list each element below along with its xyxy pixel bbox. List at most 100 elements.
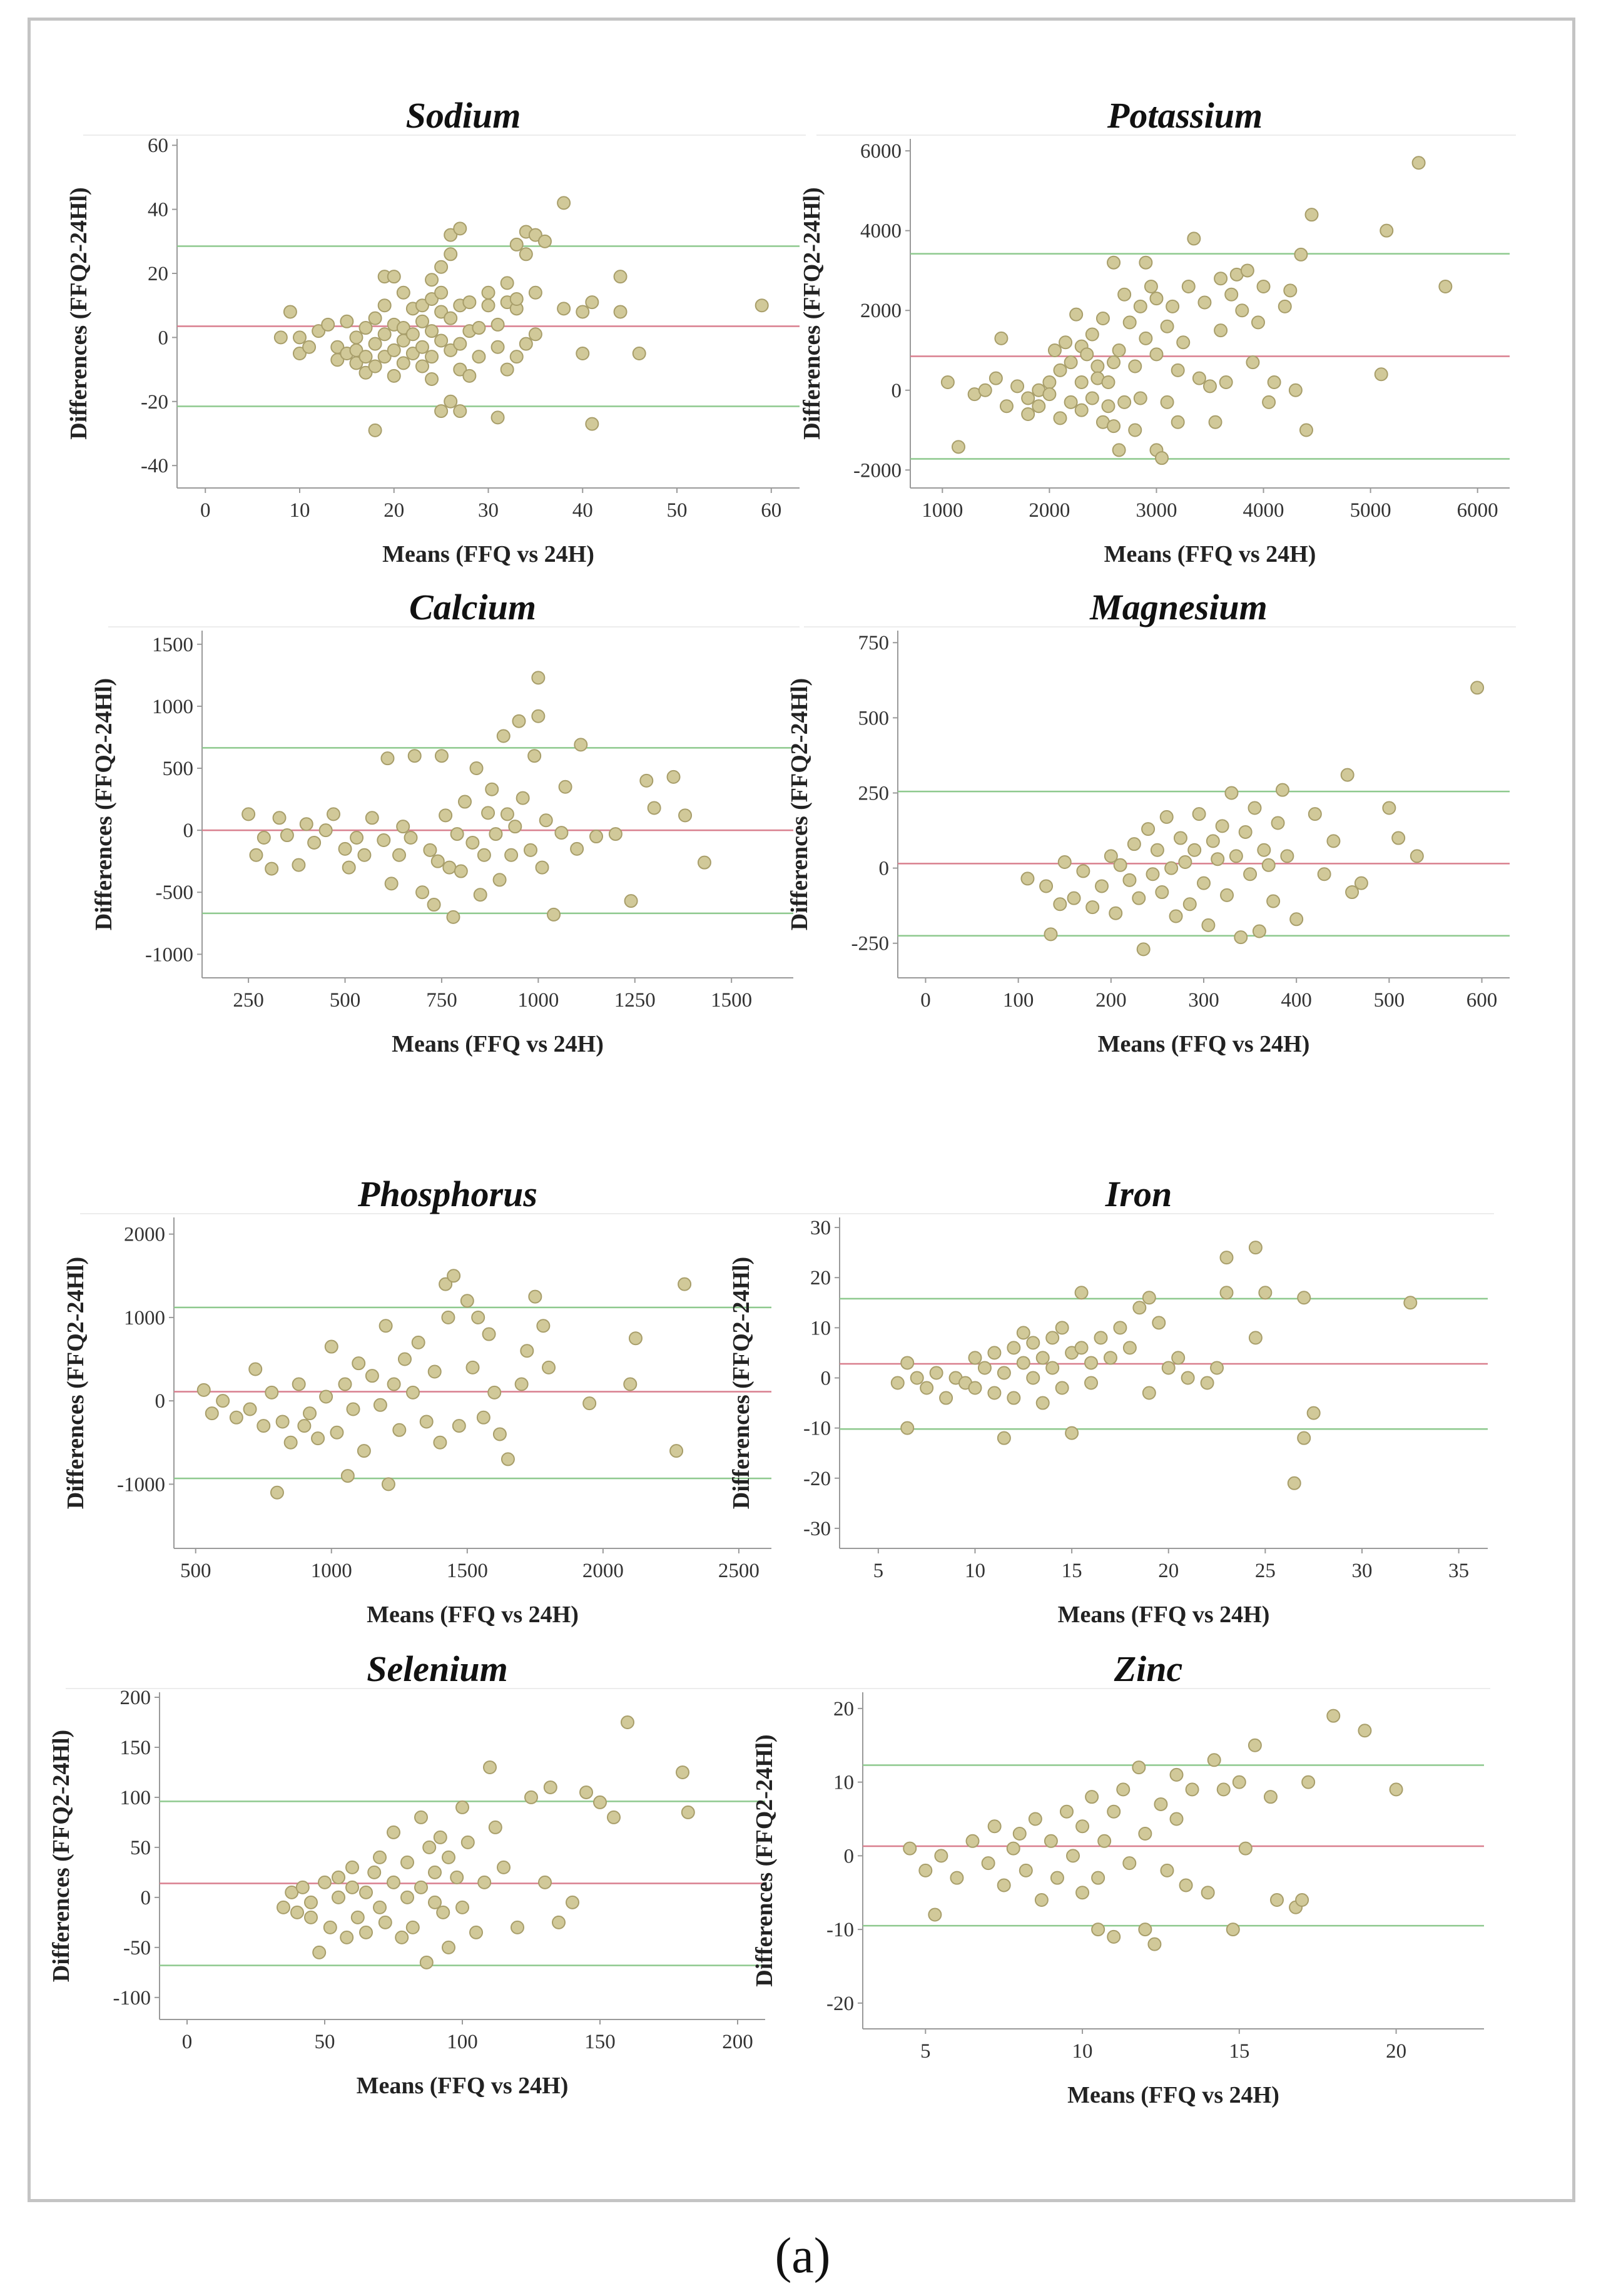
data-point [415,359,429,373]
y-tick-label: 60 [148,135,168,157]
data-point [951,440,965,454]
data-point [1144,279,1158,293]
data-point [1032,399,1046,414]
data-point [428,1895,442,1909]
data-point [547,907,561,922]
data-point [1155,451,1169,465]
data-point [1012,1827,1027,1841]
chart-title: Magnesium [1089,587,1268,627]
y-tick-label: 250 [858,782,890,805]
x-tick-label: 25 [1255,1560,1276,1582]
data-point [934,1849,948,1863]
data-point [1154,1797,1168,1811]
data-point [1019,1863,1033,1877]
x-tick-label: 60 [761,499,781,522]
data-point [1155,885,1169,900]
data-point [442,1940,455,1954]
data-point [516,791,530,805]
y-tick-label: -40 [141,455,168,477]
data-point [377,833,391,847]
y-tick-label: -2000 [853,459,902,482]
data-point [1261,858,1276,872]
data-point [1234,930,1248,945]
data-point [624,894,638,908]
data-point [292,858,306,872]
data-point [400,1890,414,1904]
data-point [1075,1886,1090,1900]
data-point [1178,855,1192,869]
data-point [1016,1326,1030,1340]
data-point [1085,327,1099,342]
x-tick-label: 300 [1188,989,1219,1012]
data-point [1185,1782,1199,1797]
data-point [1215,819,1229,833]
chart-title: Selenium [367,1648,508,1689]
data-point [442,860,457,875]
data-point [1287,1476,1301,1490]
y-tick-label: -30 [803,1518,831,1540]
data-point [531,671,546,685]
data-point [323,1920,337,1934]
data-point [444,228,458,242]
data-point [1252,924,1266,938]
x-tick-label: 35 [1448,1560,1469,1582]
data-point [1280,849,1294,863]
data-point [1146,867,1160,881]
data-point [1020,871,1035,886]
data-point [1080,347,1094,362]
y-tick-label: -20 [803,1468,831,1490]
data-point [1152,1316,1166,1330]
data-point [574,738,588,752]
data-point [1301,1775,1316,1789]
data-point [1136,942,1151,957]
data-point [1210,1361,1224,1375]
x-tick-label: 40 [572,499,593,522]
data-point [613,305,628,319]
data-point [1064,395,1078,409]
data-point [1122,1341,1137,1355]
y-tick-label: 2000 [124,1224,165,1246]
data-point [1317,867,1331,881]
data-point [1076,864,1090,878]
data-point [1161,1361,1176,1375]
data-point [346,1402,360,1416]
data-point [381,1477,395,1491]
data-point [1257,843,1271,857]
data-point [678,808,693,823]
data-point [1097,1834,1112,1848]
data-point [332,1890,345,1904]
data-point [352,1356,366,1371]
data-point [340,1469,355,1483]
data-point [1107,1929,1121,1944]
data-point [312,1945,327,1959]
data-point [1326,834,1341,848]
x-tick-label: 500 [180,1560,211,1582]
x-tick-label: 0 [920,989,931,1012]
x-axis-label: Means (FFQ vs 24H) [367,1602,579,1628]
data-point [477,1875,492,1889]
data-point [396,820,410,834]
calcium-chart: 250 500 750 1000 1250 1500 1500 1000 500 0 -500 -10… [91,587,800,1057]
data-point [292,1377,306,1391]
data-point [415,340,429,354]
data-point [425,273,439,287]
y-tick-label: -250 [851,933,890,955]
data-point [428,1865,442,1879]
data-point [446,910,460,924]
chart-title: Sodium [406,95,521,136]
data-point [639,773,654,788]
x-tick-label: 10 [965,1560,985,1582]
data-point [368,423,382,437]
data-point [678,1277,692,1291]
data-point [519,337,533,351]
data-point [1201,1886,1215,1900]
data-point [332,1870,345,1884]
data-point [368,359,382,373]
x-tick-label: 1000 [517,989,559,1012]
data-point [1067,891,1081,905]
y-tick-label: 0 [158,327,169,349]
data-point [1208,415,1222,429]
data-point [350,1910,365,1924]
x-tick-label: 600 [1466,989,1498,1012]
data-point [249,848,263,862]
